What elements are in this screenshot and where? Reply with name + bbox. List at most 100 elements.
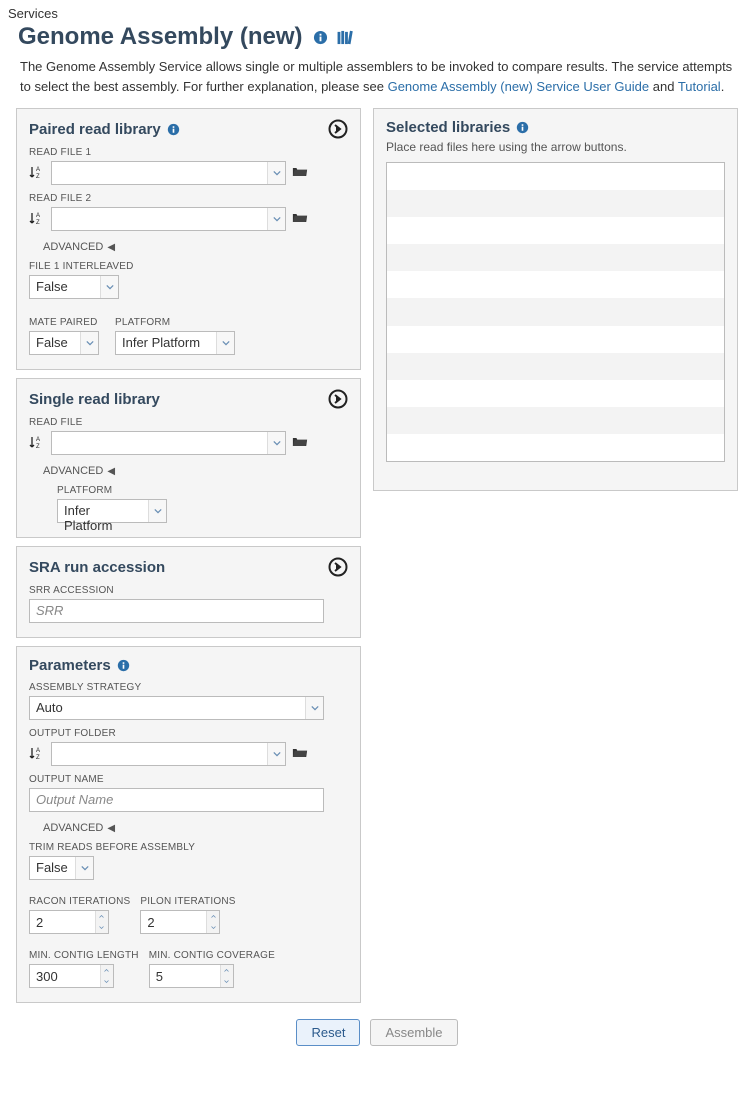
min-contig-cov-label: MIN. CONTIG COVERAGE: [149, 950, 275, 961]
read-file-2-label: READ FILE 2: [29, 193, 348, 204]
parameters-panel: Parameters ASSEMBLY STRATEGY Auto OUTPUT…: [16, 646, 361, 1003]
assembly-strategy-select[interactable]: Auto: [29, 696, 324, 720]
output-name-label: OUTPUT NAME: [29, 774, 348, 785]
parameters-title: Parameters: [29, 657, 111, 674]
min-contig-len-input[interactable]: [30, 965, 100, 987]
sort-icon[interactable]: [29, 435, 45, 452]
min-contig-len-spinner[interactable]: [29, 964, 114, 988]
min-contig-len-label: MIN. CONTIG LENGTH: [29, 950, 139, 961]
add-sra-arrow-icon[interactable]: [328, 557, 348, 577]
single-advanced-toggle[interactable]: ADVANCED ◀: [43, 465, 348, 477]
trim-label: TRIM READS BEFORE ASSEMBLY: [29, 842, 348, 853]
advanced-label: ADVANCED: [43, 465, 103, 477]
folder-icon[interactable]: [292, 211, 308, 227]
list-item: [387, 163, 724, 190]
list-item: [387, 326, 724, 353]
racon-input[interactable]: [30, 911, 95, 933]
books-icon[interactable]: [336, 30, 356, 45]
chevron-left-icon: ◀: [107, 823, 115, 834]
pilon-label: PILON ITERATIONS: [140, 896, 235, 907]
spin-up-icon[interactable]: [221, 965, 233, 976]
paired-platform-label: PLATFORM: [115, 317, 235, 328]
paired-platform-select[interactable]: Infer Platform: [115, 331, 235, 355]
file1-interleaved-select[interactable]: False: [29, 275, 119, 299]
desc-text-suffix: .: [721, 79, 725, 94]
selected-libraries-panel: Selected libraries Place read files here…: [373, 108, 738, 491]
selected-desc: Place read files here using the arrow bu…: [386, 140, 725, 154]
folder-icon[interactable]: [292, 746, 308, 762]
list-item: [387, 380, 724, 407]
single-read-panel: Single read library READ FILE ADVANCED ◀…: [16, 378, 361, 538]
spin-down-icon[interactable]: [101, 976, 113, 987]
selected-libraries-list[interactable]: [386, 162, 725, 462]
list-item: [387, 434, 724, 461]
read-file-1-select[interactable]: [51, 161, 286, 185]
read-file-2-select[interactable]: [51, 207, 286, 231]
sra-title: SRA run accession: [29, 559, 165, 576]
sort-icon[interactable]: [29, 211, 45, 228]
spin-down-icon[interactable]: [96, 922, 108, 933]
single-read-file-select[interactable]: [51, 431, 286, 455]
assembly-strategy-label: ASSEMBLY STRATEGY: [29, 682, 348, 693]
spin-up-icon[interactable]: [96, 911, 108, 922]
sort-icon[interactable]: [29, 165, 45, 182]
mate-paired-select[interactable]: False: [29, 331, 99, 355]
output-name-input[interactable]: Output Name: [29, 788, 324, 812]
srr-input[interactable]: SRR: [29, 599, 324, 623]
page-title: Genome Assembly (new): [18, 23, 303, 51]
sort-icon[interactable]: [29, 746, 45, 763]
min-contig-cov-input[interactable]: [150, 965, 220, 987]
user-guide-link[interactable]: Genome Assembly (new) Service User Guide: [388, 79, 650, 94]
info-icon[interactable]: [516, 121, 529, 134]
page-title-row: Genome Assembly (new): [18, 23, 746, 51]
output-folder-label: OUTPUT FOLDER: [29, 728, 348, 739]
file1-interleaved-label: FILE 1 INTERLEAVED: [29, 261, 348, 272]
paired-read-panel: Paired read library READ FILE 1 READ FIL…: [16, 108, 361, 370]
chevron-left-icon: ◀: [107, 466, 115, 477]
output-folder-select[interactable]: [51, 742, 286, 766]
spin-up-icon[interactable]: [101, 965, 113, 976]
list-item: [387, 298, 724, 325]
read-file-1-label: READ FILE 1: [29, 147, 348, 158]
list-item: [387, 271, 724, 298]
breadcrumb: Services: [8, 6, 746, 21]
paired-advanced-toggle[interactable]: ADVANCED ◀: [43, 241, 348, 253]
trim-select[interactable]: False: [29, 856, 94, 880]
spin-up-icon[interactable]: [207, 911, 219, 922]
list-item: [387, 353, 724, 380]
spin-down-icon[interactable]: [207, 922, 219, 933]
tutorial-link[interactable]: Tutorial: [678, 79, 721, 94]
assemble-button[interactable]: Assemble: [370, 1019, 457, 1046]
racon-label: RACON ITERATIONS: [29, 896, 130, 907]
sra-panel: SRA run accession SRR ACCESSION SRR: [16, 546, 361, 638]
params-advanced-toggle[interactable]: ADVANCED ◀: [43, 822, 348, 834]
info-icon[interactable]: [117, 659, 130, 672]
pilon-input[interactable]: [141, 911, 206, 933]
advanced-label: ADVANCED: [43, 822, 103, 834]
single-platform-select[interactable]: Infer Platform: [57, 499, 167, 523]
list-item: [387, 190, 724, 217]
list-item: [387, 217, 724, 244]
add-paired-arrow-icon[interactable]: [328, 119, 348, 139]
folder-icon[interactable]: [292, 165, 308, 181]
single-title: Single read library: [29, 391, 160, 408]
reset-button[interactable]: Reset: [296, 1019, 360, 1046]
mate-paired-label: MATE PAIRED: [29, 317, 99, 328]
racon-spinner[interactable]: [29, 910, 109, 934]
add-single-arrow-icon[interactable]: [328, 389, 348, 409]
single-platform-label: PLATFORM: [57, 485, 348, 496]
pilon-spinner[interactable]: [140, 910, 220, 934]
selected-title: Selected libraries: [386, 119, 510, 136]
read-file-label: READ FILE: [29, 417, 348, 428]
advanced-label: ADVANCED: [43, 241, 103, 253]
list-item: [387, 407, 724, 434]
spin-down-icon[interactable]: [221, 976, 233, 987]
min-contig-cov-spinner[interactable]: [149, 964, 234, 988]
folder-icon[interactable]: [292, 435, 308, 451]
srr-label: SRR ACCESSION: [29, 585, 348, 596]
paired-title: Paired read library: [29, 121, 161, 138]
info-icon[interactable]: [167, 123, 180, 136]
info-icon[interactable]: [313, 30, 328, 45]
chevron-left-icon: ◀: [107, 242, 115, 253]
page-description: The Genome Assembly Service allows singl…: [20, 57, 738, 96]
